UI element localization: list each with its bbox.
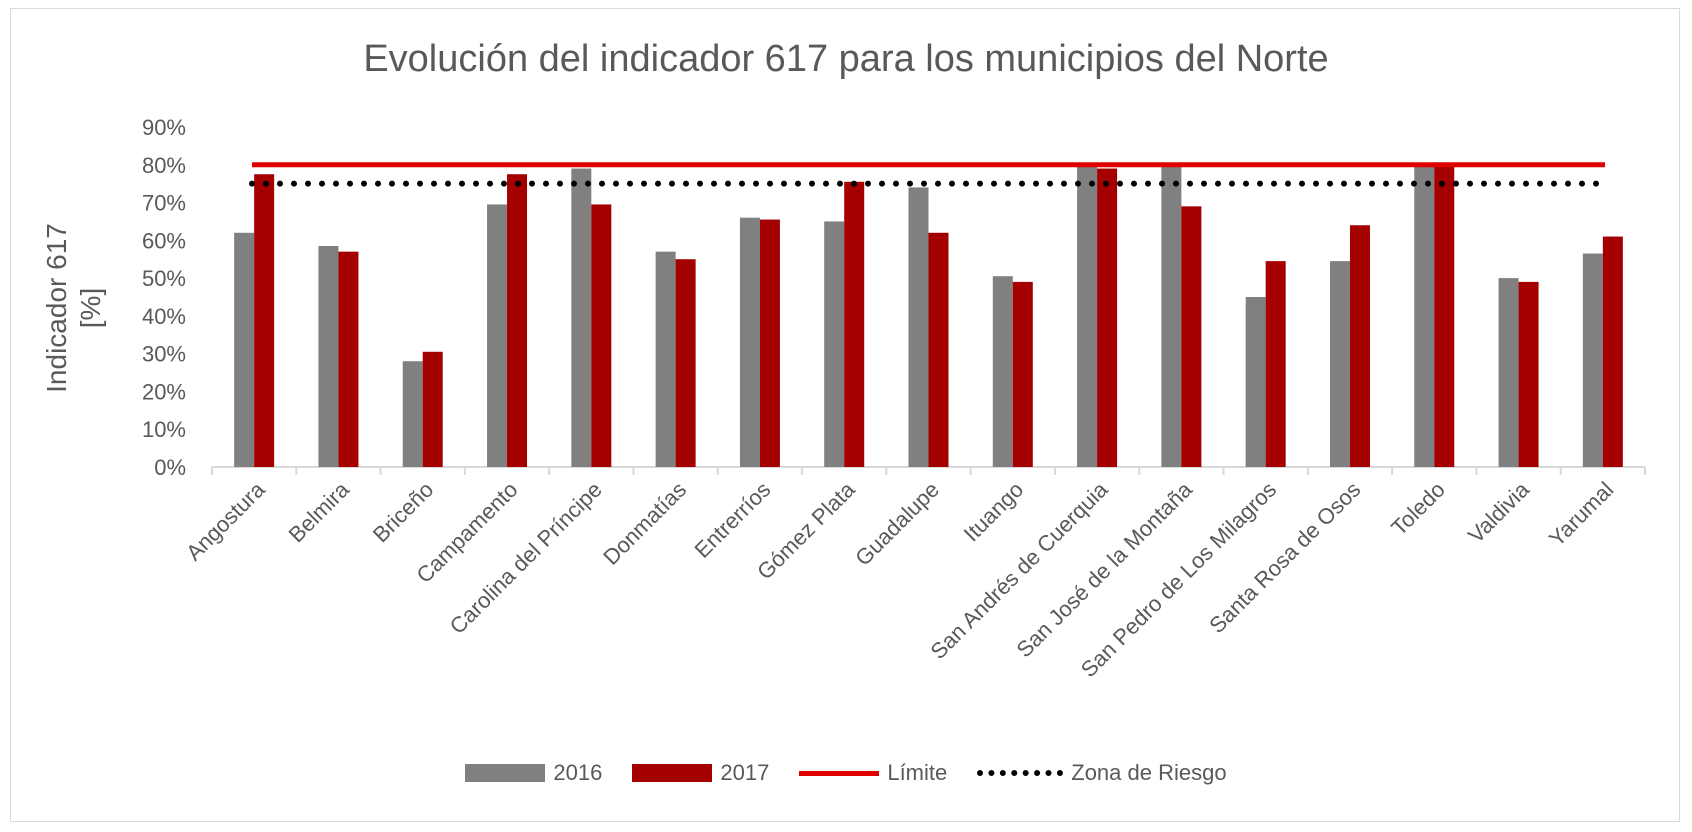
legend-label-limite: Límite <box>887 760 948 785</box>
legend-label-2017: 2017 <box>720 760 770 785</box>
x-tick-label: Carolina del Príncipe <box>445 477 607 639</box>
bar-2016-15 <box>1498 278 1519 467</box>
legend-item-2017: 2017 <box>632 760 769 786</box>
bar-2017-3 <box>507 174 528 467</box>
x-tick-label: Guadalupe <box>850 477 944 571</box>
bar-2017-4 <box>591 204 612 467</box>
y-tick-label: 30% <box>142 342 186 367</box>
bar-2017-12 <box>1265 261 1286 467</box>
bar-2017-14 <box>1434 164 1455 467</box>
bar-2016-16 <box>1582 253 1603 467</box>
bar-2017-8 <box>928 232 949 467</box>
bar-2016-14 <box>1414 164 1435 467</box>
y-tick-label: 50% <box>142 266 186 291</box>
legend-swatch-limite <box>799 770 880 776</box>
bar-2017-0 <box>254 174 275 467</box>
x-tick-label: Yarumal <box>1544 477 1618 551</box>
x-tick-label: Angostura <box>181 476 270 565</box>
bar-2016-5 <box>655 251 676 467</box>
bar-2016-7 <box>824 221 845 467</box>
bar-2017-15 <box>1518 281 1539 467</box>
legend-swatch-zona-riesgo <box>977 770 1064 776</box>
bar-2016-9 <box>992 276 1013 467</box>
x-tick-label: Briceño <box>368 477 438 547</box>
x-tick-label: Toledo <box>1386 477 1450 541</box>
bar-2017-5 <box>675 259 696 467</box>
bar-2017-9 <box>1012 281 1033 467</box>
bar-2016-11 <box>1161 164 1182 467</box>
bar-2016-10 <box>1077 164 1098 467</box>
bar-2017-11 <box>1181 206 1202 468</box>
x-tick-label: San José de la Montaña <box>1011 476 1197 662</box>
y-tick-label: 60% <box>142 228 186 253</box>
y-tick-label: 20% <box>142 379 186 404</box>
bar-2016-2 <box>402 361 423 467</box>
legend: 2016 2017 Límite Zona de Riesgo <box>0 760 1692 786</box>
bar-2016-6 <box>739 217 760 467</box>
bar-2016-3 <box>487 204 508 467</box>
legend-item-2016: 2016 <box>465 760 602 786</box>
y-tick-label: 0% <box>154 455 186 480</box>
y-tick-label: 40% <box>142 304 186 329</box>
x-tick-label: Santa Rosa de Osos <box>1204 477 1365 638</box>
bar-2017-1 <box>338 251 359 467</box>
bar-2017-16 <box>1602 236 1623 467</box>
bar-2017-13 <box>1349 225 1370 467</box>
x-tick-label: Belmira <box>284 476 355 547</box>
bar-2016-12 <box>1245 297 1266 467</box>
x-tick-label: Valdivia <box>1463 476 1535 548</box>
bar-2016-0 <box>234 232 255 467</box>
bar-2016-1 <box>318 246 339 467</box>
bar-2016-8 <box>908 187 929 467</box>
chart-title: Evolución del indicador 617 para los mun… <box>363 38 1329 80</box>
bar-2017-7 <box>844 181 865 467</box>
x-tick-label: Ituango <box>959 477 1029 547</box>
bar-2016-13 <box>1329 261 1350 467</box>
legend-swatch-2017 <box>632 764 713 782</box>
legend-swatch-2016 <box>465 764 546 782</box>
bar-2017-6 <box>759 219 780 467</box>
y-tick-label: 90% <box>142 115 186 140</box>
y-tick-label: 70% <box>142 191 186 216</box>
x-tick-label: Donmatías <box>598 477 691 570</box>
legend-item-zona-riesgo: Zona de Riesgo <box>977 760 1227 786</box>
bar-2017-10 <box>1097 168 1118 468</box>
bar-2016-4 <box>571 168 592 468</box>
legend-label-2016: 2016 <box>553 760 603 785</box>
chart-frame <box>10 8 1680 822</box>
legend-item-limite: Límite <box>799 760 947 786</box>
x-tick-label: Entrerríos <box>689 477 775 563</box>
bar-2017-2 <box>422 351 443 467</box>
y-tick-label: 10% <box>142 417 186 442</box>
y-tick-label: 80% <box>142 153 186 178</box>
legend-label-zona-riesgo: Zona de Riesgo <box>1071 760 1227 785</box>
